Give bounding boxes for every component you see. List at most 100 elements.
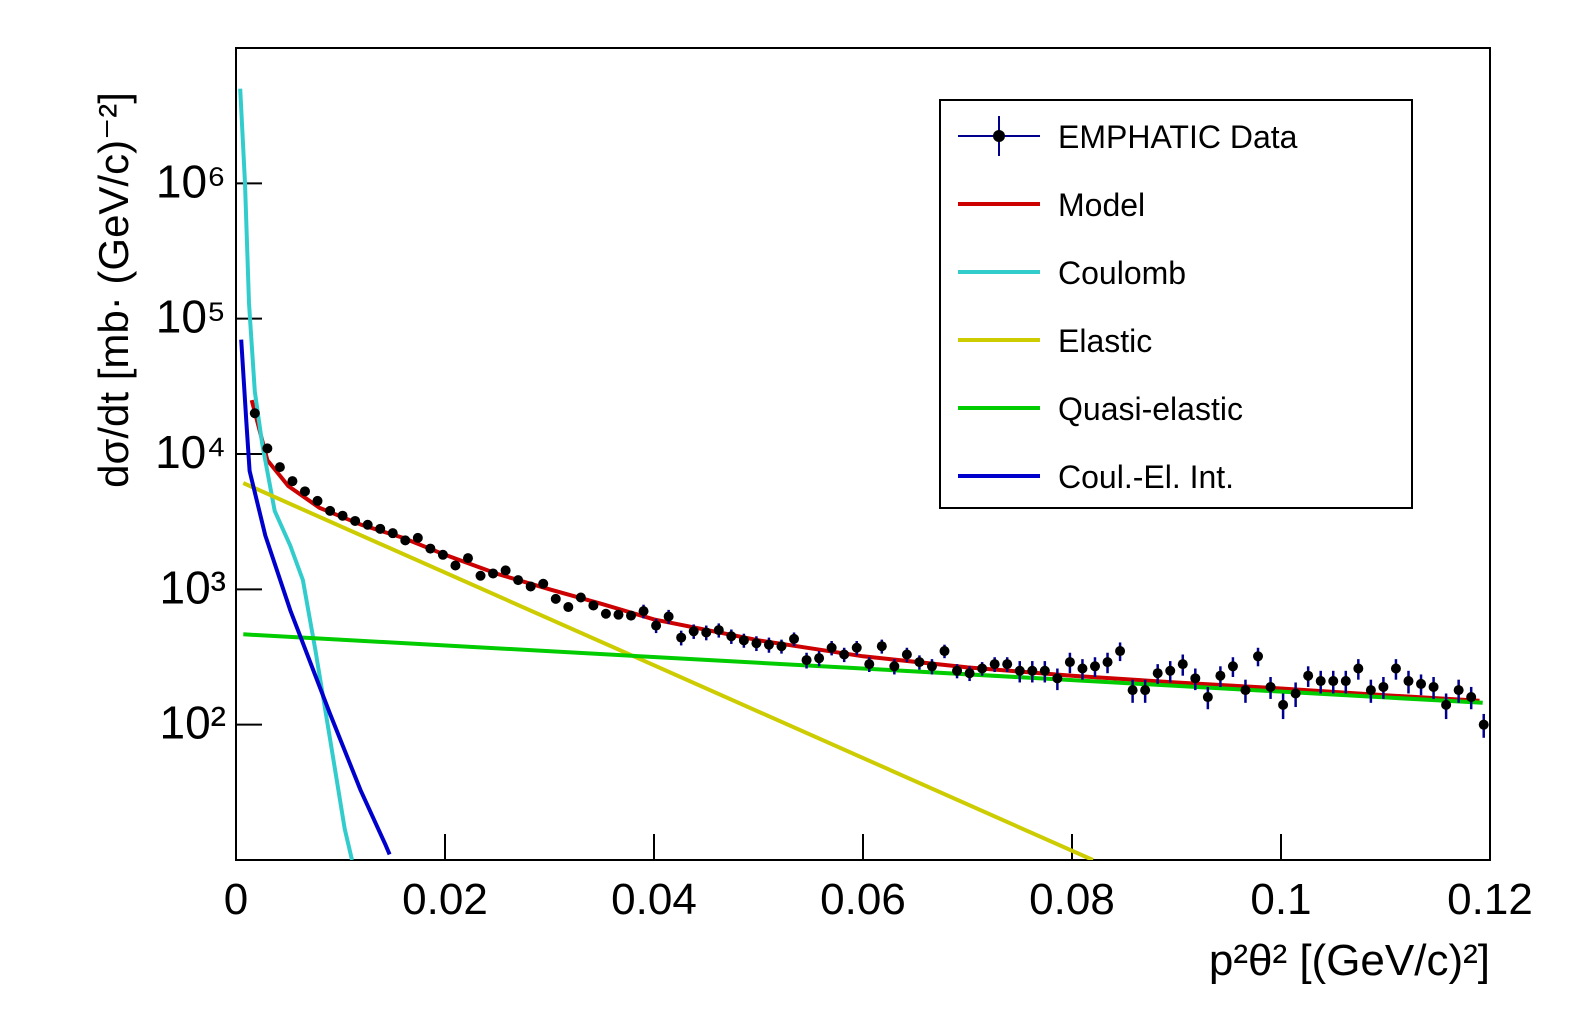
- data-point: [789, 633, 800, 644]
- data-point: [375, 523, 386, 534]
- data-point: [1340, 676, 1351, 687]
- x-axis-title: p²θ² [(GeV/c)²]: [1209, 936, 1490, 985]
- data-point: [1064, 657, 1075, 668]
- data-point: [262, 443, 273, 454]
- data-point: [1365, 685, 1376, 696]
- data-point: [425, 543, 436, 554]
- data-point: [1215, 670, 1226, 681]
- legend-label: Elastic: [1058, 323, 1152, 359]
- data-point: [299, 486, 310, 497]
- data-point: [901, 649, 912, 660]
- data-point: [763, 639, 774, 650]
- data-point: [450, 560, 461, 571]
- data-point: [701, 627, 712, 638]
- data-point: [939, 646, 950, 657]
- data-point: [412, 532, 423, 543]
- data-point: [1039, 665, 1050, 676]
- data-point: [600, 608, 611, 619]
- data-point: [889, 661, 900, 672]
- data-point: [851, 642, 862, 653]
- curve: [242, 481, 1094, 860]
- data-point: [550, 593, 561, 604]
- data-point: [977, 663, 988, 674]
- data-point: [588, 600, 599, 611]
- data-point: [876, 641, 887, 652]
- data-point: [538, 578, 549, 589]
- data-point: [1190, 673, 1201, 684]
- data-point: [249, 408, 260, 419]
- data-point: [826, 642, 837, 653]
- data-point: [1227, 661, 1238, 672]
- x-tick-label: 0.08: [1029, 875, 1115, 924]
- data-point: [1253, 651, 1264, 662]
- data-point: [613, 609, 624, 620]
- y-tick-label: 10⁴: [155, 426, 226, 478]
- data-point: [1353, 663, 1364, 674]
- x-tick-label: 0.06: [820, 875, 906, 924]
- data-point: [1416, 678, 1427, 689]
- data-point: [525, 581, 536, 592]
- legend-swatch: [993, 130, 1005, 142]
- data-point: [387, 528, 398, 539]
- data-point: [1466, 692, 1477, 703]
- data-point: [626, 610, 637, 621]
- data-point: [651, 620, 662, 631]
- x-tick-label: 0.1: [1250, 875, 1311, 924]
- data-point: [1140, 685, 1151, 696]
- y-axis-title: dσ/dt [mb· (GeV/c)⁻²]: [90, 92, 137, 488]
- curve: [243, 632, 1483, 705]
- data-point: [1177, 659, 1188, 670]
- x-tick-label: 0: [224, 875, 248, 924]
- data-point: [513, 575, 524, 586]
- data-point: [1328, 676, 1339, 687]
- legend-box: [939, 99, 1413, 509]
- data-point: [638, 606, 649, 617]
- data-point: [437, 549, 448, 560]
- data-point: [1303, 670, 1314, 681]
- data-point: [350, 515, 361, 526]
- data-point: [462, 553, 473, 564]
- data-point: [287, 476, 298, 487]
- data-point: [964, 668, 975, 679]
- y-tick-label: 10³: [160, 561, 226, 613]
- data-point: [663, 611, 674, 622]
- data-point: [1240, 685, 1251, 696]
- data-point: [814, 653, 825, 664]
- y-tick-label: 10⁶: [156, 155, 226, 207]
- data-point: [926, 661, 937, 672]
- data-point: [1102, 657, 1113, 668]
- data-point: [864, 659, 875, 670]
- data-point: [1290, 688, 1301, 699]
- legend-label: Quasi-elastic: [1058, 391, 1243, 427]
- data-point: [713, 625, 724, 636]
- data-point: [274, 462, 285, 473]
- data-point: [1453, 685, 1464, 696]
- data-point: [676, 632, 687, 643]
- data-point: [1278, 699, 1289, 710]
- curve: [238, 88, 354, 860]
- data-point: [776, 641, 787, 652]
- data-point: [1428, 681, 1439, 692]
- data-point: [1265, 681, 1276, 692]
- data-point: [1315, 676, 1326, 687]
- data-point: [1478, 719, 1489, 730]
- curve: [239, 339, 392, 856]
- data-point: [1152, 668, 1163, 679]
- data-point: [1077, 663, 1088, 674]
- data-point: [989, 659, 1000, 670]
- data-point: [337, 510, 348, 521]
- data-point: [726, 631, 737, 642]
- data-point: [1027, 665, 1038, 676]
- data-point: [575, 592, 586, 603]
- data-point: [1390, 663, 1401, 674]
- x-tick-label: 0.04: [611, 875, 697, 924]
- data-point: [1127, 685, 1138, 696]
- data-point: [1002, 659, 1013, 670]
- data-point: [688, 626, 699, 637]
- y-tick-label: 10²: [160, 697, 226, 749]
- x-tick-label: 0.12: [1447, 875, 1533, 924]
- data-point: [751, 638, 762, 649]
- legend-label: Coulomb: [1058, 255, 1186, 291]
- data-point: [1202, 692, 1213, 703]
